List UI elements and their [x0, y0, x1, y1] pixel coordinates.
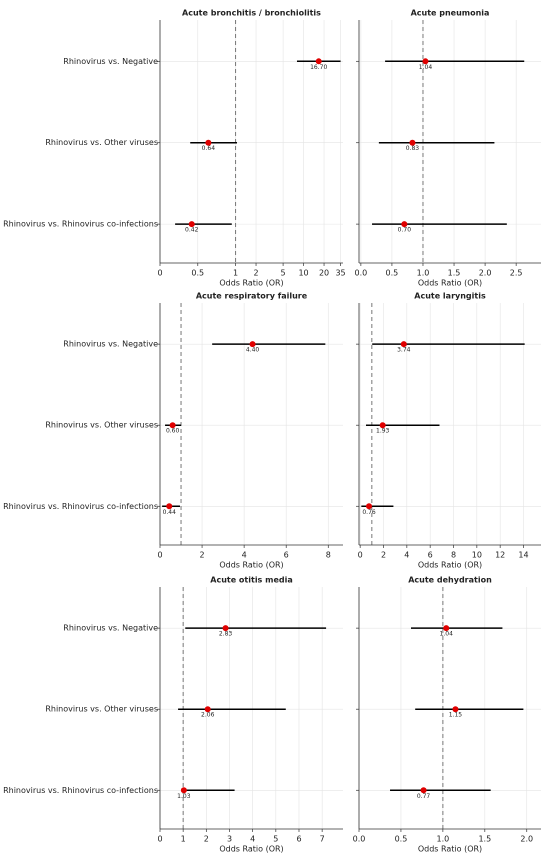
value-label: 1.93 [376, 428, 390, 435]
value-label: 0.64 [202, 145, 216, 152]
panel-title: Acute respiratory failure [196, 292, 308, 301]
odds-ratio-point [420, 787, 427, 794]
odds-ratio-point [452, 706, 459, 713]
x-tick-label: 1.5 [478, 835, 491, 844]
odds-ratio-point [222, 625, 229, 632]
odds-ratio-point [409, 139, 416, 146]
value-label: 0.70 [398, 227, 412, 234]
odds-ratio-point [422, 58, 429, 65]
panel-title: Acute bronchitis / bronchiolitis [182, 9, 321, 18]
x-tick-label: 20 [319, 269, 329, 278]
x-axis-label: Odds Ratio (OR) [219, 561, 283, 570]
odds-ratio-point [166, 503, 173, 510]
odds-ratio-point [249, 341, 256, 348]
x-tick-label: 14 [518, 551, 528, 560]
x-tick-label: 1.5 [448, 269, 461, 278]
x-tick-label: 0.5 [191, 269, 204, 278]
x-axis-label: Odds Ratio (OR) [219, 279, 283, 288]
x-tick-label: 2 [381, 551, 386, 560]
x-axis-label: Odds Ratio (OR) [219, 845, 283, 854]
value-label: 1.15 [449, 712, 463, 719]
panel-title: Acute laryngitis [414, 292, 486, 301]
value-label: 0.77 [417, 793, 431, 800]
x-tick-label: 12 [495, 551, 505, 560]
value-label: 2.83 [219, 631, 233, 638]
category-label: Rhinovirus vs. Other viruses [45, 705, 158, 714]
x-tick-label: 5 [281, 269, 286, 278]
x-tick-label: 0 [157, 269, 162, 278]
odds-ratio-point [169, 422, 176, 429]
x-tick-label: 1.0 [417, 269, 430, 278]
x-tick-label: 6 [428, 551, 433, 560]
panel-title: Acute pneumonia [411, 9, 490, 18]
x-axis-label: Odds Ratio (OR) [418, 279, 482, 288]
odds-ratio-point [188, 221, 195, 228]
value-label: 0.42 [185, 227, 199, 234]
x-tick-label: 35 [335, 269, 345, 278]
odds-ratio-point [443, 625, 450, 632]
x-tick-label: 2.0 [520, 835, 533, 844]
odds-ratio-point [400, 341, 407, 348]
x-tick-label: 8 [451, 551, 456, 560]
category-label: Rhinovirus vs. Rhinovirus co-infections [3, 502, 158, 511]
x-tick-label: 5 [273, 835, 278, 844]
category-label: Rhinovirus vs. Rhinovirus co-infections [3, 220, 158, 229]
x-tick-label: 2 [200, 551, 205, 560]
value-label: 0.76 [362, 509, 376, 516]
x-tick-label: 0.5 [395, 835, 408, 844]
x-tick-label: 10 [472, 551, 482, 560]
x-tick-label: 2 [204, 835, 209, 844]
odds-ratio-point [315, 58, 322, 65]
x-tick-label: 6 [296, 835, 301, 844]
x-tick-label: 10 [298, 269, 308, 278]
x-tick-label: 0.0 [353, 835, 366, 844]
x-tick-label: 2.5 [510, 269, 523, 278]
value-label: 3.74 [397, 347, 411, 354]
category-label: Rhinovirus vs. Negative [63, 624, 158, 633]
value-label: 4.40 [246, 347, 260, 354]
category-label: Rhinovirus vs. Other viruses [45, 421, 158, 430]
x-tick-label: 0 [358, 551, 363, 560]
value-label: 1.03 [177, 793, 191, 800]
value-label: 16.70 [310, 64, 327, 71]
odds-ratio-point [205, 139, 212, 146]
value-label: 0.83 [406, 145, 420, 152]
panel-title: Acute dehydration [408, 576, 492, 585]
value-label: 1.04 [419, 64, 433, 71]
odds-ratio-point [204, 706, 211, 713]
category-label: Rhinovirus vs. Other viruses [45, 138, 158, 147]
panel-title: Acute otitis media [210, 576, 292, 585]
x-tick-label: 1 [181, 835, 186, 844]
x-tick-label: 7 [320, 835, 325, 844]
x-axis-label: Odds Ratio (OR) [418, 845, 482, 854]
x-tick-label: 8 [326, 551, 331, 560]
x-tick-label: 0.5 [386, 269, 399, 278]
odds-ratio-point [366, 503, 373, 510]
value-label: 0.60 [166, 428, 180, 435]
x-tick-label: 2 [253, 269, 258, 278]
x-tick-label: 3 [227, 835, 232, 844]
odds-ratio-point [379, 422, 386, 429]
value-label: 0.44 [163, 509, 177, 516]
x-tick-label: 1 [233, 269, 238, 278]
x-tick-label: 4 [404, 551, 409, 560]
x-tick-label: 6 [284, 551, 289, 560]
x-tick-label: 1.0 [437, 835, 450, 844]
value-label: 2.06 [201, 712, 215, 719]
value-label: 1.04 [440, 631, 454, 638]
odds-ratio-point [401, 221, 408, 228]
x-tick-label: 0.0 [354, 269, 367, 278]
x-tick-label: 4 [250, 835, 255, 844]
category-label: Rhinovirus vs. Negative [63, 57, 158, 66]
odds-ratio-point [180, 787, 187, 794]
x-tick-label: 0 [157, 551, 162, 560]
x-tick-label: 2.0 [479, 269, 492, 278]
x-tick-label: 4 [242, 551, 247, 560]
category-label: Rhinovirus vs. Negative [63, 340, 158, 349]
x-tick-label: 0 [157, 835, 162, 844]
category-label: Rhinovirus vs. Rhinovirus co-infections [3, 786, 158, 795]
x-axis-label: Odds Ratio (OR) [418, 561, 482, 570]
